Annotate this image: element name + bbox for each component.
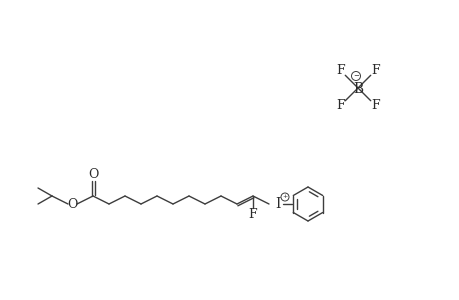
Text: O: O bbox=[67, 197, 77, 211]
Text: F: F bbox=[335, 99, 344, 112]
Text: F: F bbox=[370, 64, 379, 77]
Text: B: B bbox=[352, 82, 362, 96]
Text: −: − bbox=[353, 72, 358, 80]
Text: I: I bbox=[275, 197, 280, 211]
Text: O: O bbox=[88, 169, 99, 182]
Text: +: + bbox=[282, 194, 287, 200]
Text: F: F bbox=[248, 208, 257, 221]
Text: F: F bbox=[335, 64, 344, 77]
Text: F: F bbox=[370, 99, 379, 112]
